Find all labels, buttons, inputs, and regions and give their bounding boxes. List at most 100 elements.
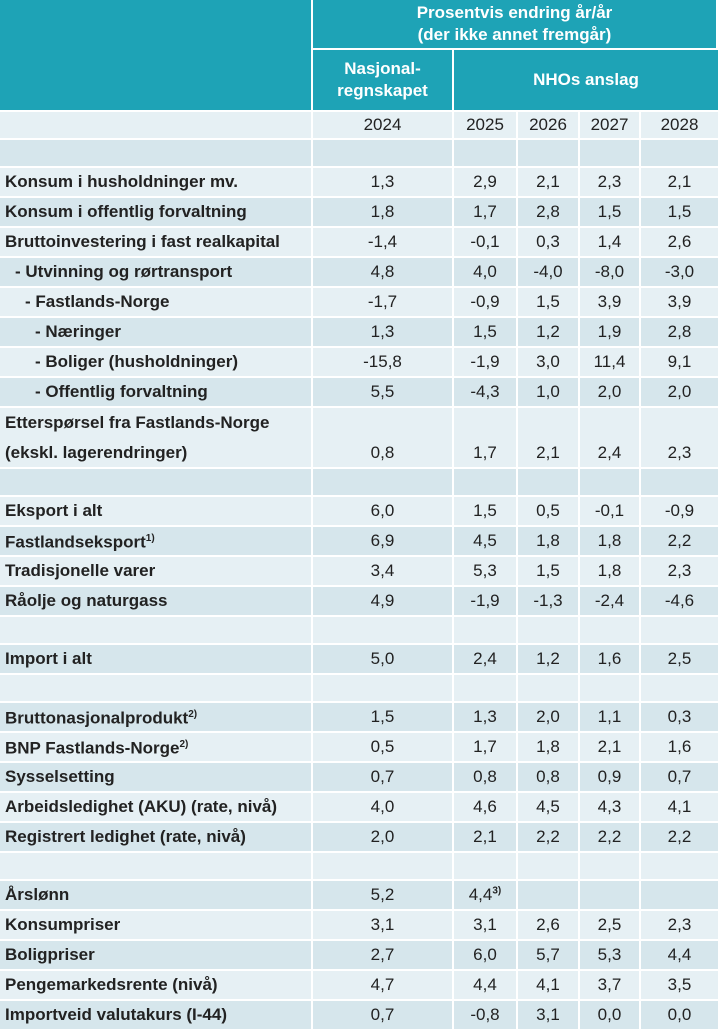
text: BNP Fastlands-Norge2) [5, 738, 189, 758]
text: Boligpriser [5, 945, 95, 964]
text: 1,7 [473, 443, 497, 462]
value: 1,6 [580, 645, 641, 675]
text: 5,2 [370, 885, 395, 904]
value: 6,9 [313, 527, 454, 557]
value: 3,9 [580, 288, 641, 318]
text: 1,2 [536, 649, 560, 668]
text: 1,2 [536, 322, 560, 341]
value: 2,1 [518, 408, 580, 469]
cell [580, 675, 641, 703]
text: Import i alt [5, 649, 92, 668]
row-label: Boligpriser [0, 941, 313, 971]
text: - Utvinning og rørtransport [15, 262, 233, 281]
cell [313, 675, 454, 703]
value: 3,7 [580, 971, 641, 1001]
value: 1,5 [454, 497, 518, 527]
value: -0,9 [454, 288, 518, 318]
text: 1,9 [597, 322, 622, 341]
value: 1,9 [580, 318, 641, 348]
text: 0,0 [667, 1005, 692, 1024]
value: 2,6 [518, 911, 580, 941]
cell [518, 617, 580, 645]
data-row: Importveid valutakurs (I-44) 0,7 -0,8 3,1 0,… [0, 1001, 718, 1031]
data-row: Eksport i alt 6,0 1,5 0,5 -0,1 -0,9 [0, 497, 718, 527]
text: 2,3 [667, 443, 692, 462]
footnote-mark: 2) [188, 709, 198, 721]
value: 9,1 [641, 348, 718, 378]
value: 2,0 [641, 378, 718, 408]
value: 2,5 [641, 645, 718, 675]
text: -4,3 [470, 382, 500, 401]
cell [641, 675, 718, 703]
text: 0,5 [536, 501, 560, 520]
value: 0,5 [518, 497, 580, 527]
text: 0,8 [473, 767, 497, 786]
value: 3,4 [313, 557, 454, 587]
text: 2027 [590, 115, 629, 134]
year: 2024 [313, 112, 454, 140]
text: 1,1 [597, 707, 622, 726]
text: 2,6 [536, 915, 560, 934]
cell [580, 617, 641, 645]
row-label: Etterspørsel fra Fastlands-Norge (ekskl.… [0, 408, 313, 469]
value: 0,3 [518, 228, 580, 258]
data-row: Pengemarkedsrente (nivå) 4,7 4,4 4,1 3,7 3,5 [0, 971, 718, 1001]
text: 0,7 [667, 767, 692, 786]
value: 1,2 [518, 318, 580, 348]
cell [313, 140, 454, 168]
row-label: Årslønn [0, 881, 313, 911]
value: 2,2 [580, 823, 641, 853]
value: 2,7 [313, 941, 454, 971]
text: 4,0 [473, 262, 497, 281]
value: -15,8 [313, 348, 454, 378]
text: 3,1 [370, 915, 395, 934]
text: 9,1 [667, 352, 692, 371]
group: NHOs anslag [454, 50, 718, 112]
row-label [0, 140, 313, 168]
label-cell [0, 112, 313, 140]
footnote-mark: 3) [492, 885, 502, 897]
data-row: Import i alt 5,0 2,4 1,2 1,6 2,5 [0, 645, 718, 675]
value: 2,4 [454, 645, 518, 675]
text: -0,9 [664, 501, 695, 520]
value: 4,6 [454, 793, 518, 823]
text: 2,1 [536, 172, 560, 191]
text: Eksport i alt [5, 501, 103, 520]
text: Arbeidsledighet (AKU) (rate, nivå) [5, 797, 278, 816]
text: 2,6 [667, 232, 692, 251]
value: 5,3 [454, 557, 518, 587]
text: -1,7 [367, 292, 398, 311]
value: -0,1 [454, 228, 518, 258]
data-row: BNP Fastlands-Norge2) 0,5 1,7 1,8 2,1 1,6 [0, 733, 718, 763]
spacer-row [0, 140, 718, 168]
row-label: Tradisjonelle varer [0, 557, 313, 587]
value: 0,9 [580, 763, 641, 793]
value: 1,5 [518, 288, 580, 318]
value: 1,8 [518, 527, 580, 557]
text: 1,5 [473, 501, 497, 520]
text: 4,0 [370, 797, 395, 816]
value: 0,5 [313, 733, 454, 763]
group: Nasjonal- regnskapet [313, 50, 454, 112]
cell [580, 140, 641, 168]
value: -1,9 [454, 348, 518, 378]
row-label: Pengemarkedsrente (nivå) [0, 971, 313, 1001]
value: -3,0 [641, 258, 718, 288]
text: -3,0 [664, 262, 695, 281]
spacer-row [0, 469, 718, 497]
value: 4,7 [313, 971, 454, 1001]
text: 2,4 [473, 649, 497, 668]
row-label: Import i alt [0, 645, 313, 675]
year: 2027 [580, 112, 641, 140]
row-label: Registrert ledighet (rate, nivå) [0, 823, 313, 853]
year: 2025 [454, 112, 518, 140]
value: 0,8 [313, 408, 454, 469]
value: 1,8 [313, 198, 454, 228]
value: 5,0 [313, 645, 454, 675]
value: 2,2 [641, 527, 718, 557]
value: 4,4 [454, 971, 518, 1001]
text: 1,4 [597, 232, 622, 251]
data-row: Tradisjonelle varer 3,4 5,3 1,5 1,8 2,3 [0, 557, 718, 587]
value: 4,43) [454, 881, 518, 911]
data-row: Årslønn 5,2 4,43) [0, 881, 718, 911]
